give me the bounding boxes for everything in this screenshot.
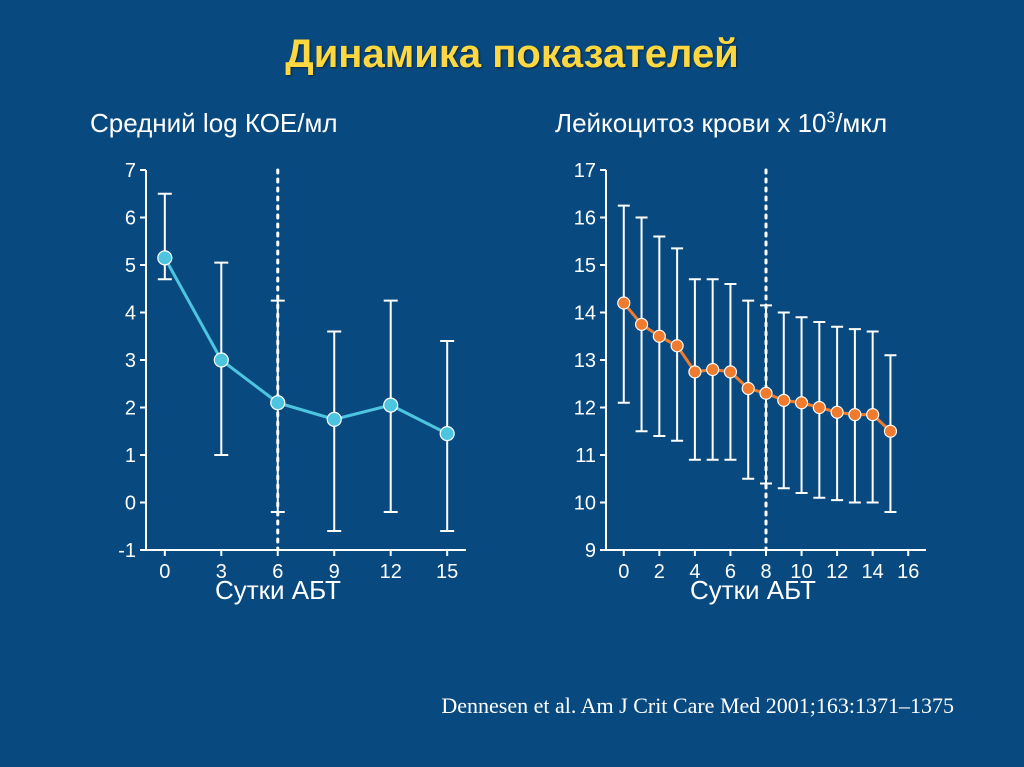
svg-text:9: 9 <box>585 540 596 562</box>
svg-text:1: 1 <box>125 445 136 467</box>
svg-text:2: 2 <box>125 398 136 420</box>
svg-text:7: 7 <box>125 160 136 182</box>
svg-text:6: 6 <box>125 208 136 230</box>
chart-left-svg: -10123456703691215 <box>100 160 480 590</box>
svg-text:0: 0 <box>618 561 629 583</box>
svg-text:15: 15 <box>574 255 596 277</box>
svg-text:-1: -1 <box>118 540 136 562</box>
svg-text:14: 14 <box>574 303 596 325</box>
svg-text:11: 11 <box>575 445 596 467</box>
svg-text:3: 3 <box>125 350 136 372</box>
svg-text:13: 13 <box>574 350 596 372</box>
svg-text:2: 2 <box>654 561 665 583</box>
main-title: Динамика показателей <box>0 32 1024 77</box>
chart-right-svg: 910111213141516170246810121416 <box>560 160 940 590</box>
chart-left: -10123456703691215 <box>100 160 460 560</box>
svg-text:15: 15 <box>436 561 458 583</box>
svg-text:16: 16 <box>574 208 596 230</box>
subtitle-right: Лейкоцитоз крови х 103/мкл <box>555 108 887 139</box>
svg-text:12: 12 <box>574 398 596 420</box>
svg-text:0: 0 <box>125 493 136 515</box>
subtitle-left: Средний log КОЕ/мл <box>90 108 338 139</box>
svg-text:16: 16 <box>897 561 919 583</box>
svg-text:0: 0 <box>159 561 170 583</box>
xlabel-right: Сутки АБТ <box>690 575 816 606</box>
svg-text:4: 4 <box>125 303 136 325</box>
chart-right: 910111213141516170246810121416 <box>560 160 920 560</box>
svg-text:12: 12 <box>380 561 402 583</box>
svg-text:12: 12 <box>826 561 848 583</box>
slide: Динамика показателей Средний log КОЕ/мл … <box>0 0 1024 767</box>
citation: Dennesen et al. Am J Crit Care Med 2001;… <box>441 693 954 719</box>
svg-text:10: 10 <box>574 493 596 515</box>
xlabel-left: Сутки АБТ <box>215 575 341 606</box>
svg-text:14: 14 <box>862 561 884 583</box>
svg-text:17: 17 <box>574 160 596 182</box>
svg-text:5: 5 <box>125 255 136 277</box>
